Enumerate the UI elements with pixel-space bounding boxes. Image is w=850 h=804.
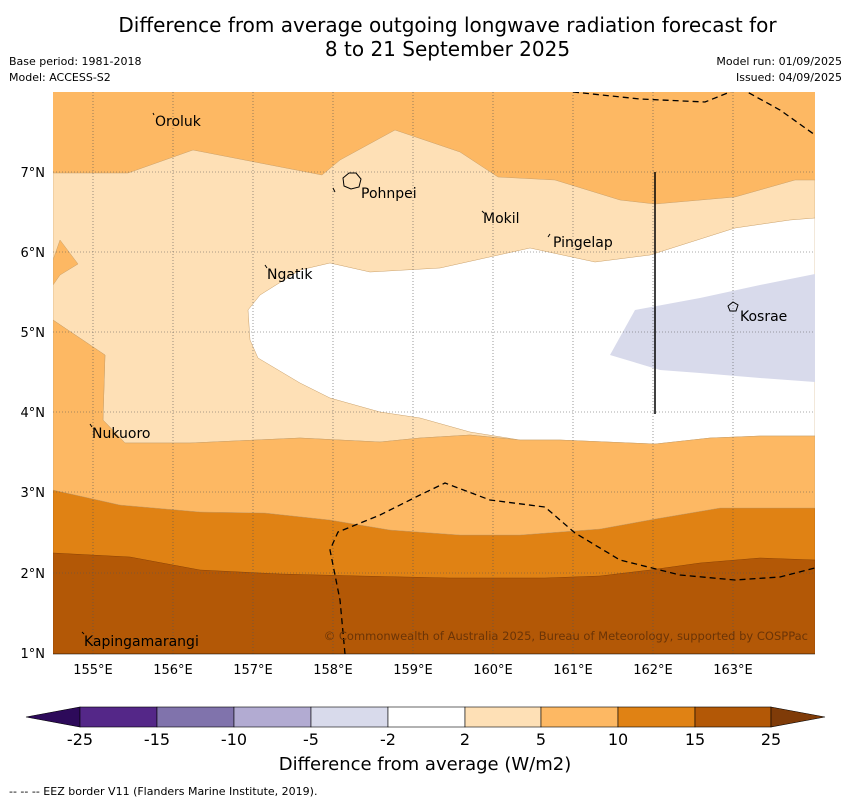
lat-tick: 5°N — [21, 326, 46, 341]
colorbar-segment — [617, 706, 696, 728]
colorbar-segment — [694, 706, 772, 728]
eez-footnote: -- -- -- EEZ border V11 (Flanders Marine… — [9, 785, 318, 798]
lon-tick: 163°E — [713, 663, 753, 678]
colorbar-label: 2 — [460, 730, 470, 749]
lat-tick: 6°N — [21, 246, 46, 261]
lon-tick: 157°E — [233, 663, 273, 678]
base-period: Base period: 1981-2018 — [9, 55, 142, 68]
model-run: Model run: 01/09/2025 — [716, 55, 842, 68]
pohnpei-islet — [332, 187, 336, 193]
place-label: Kosrae — [740, 309, 787, 325]
lon-labels: 155°E 156°E 157°E 158°E 159°E 160°E 161°… — [73, 663, 753, 678]
lat-tick: 2°N — [21, 567, 46, 582]
band-15-25 — [53, 552, 815, 654]
model-name: Model: ACCESS-S2 — [9, 71, 111, 84]
colorbar-label: 10 — [608, 730, 628, 749]
band-5-10-south — [53, 319, 815, 536]
band-minus5-minus2 — [610, 274, 815, 382]
place-label: Nukuoro — [92, 426, 150, 442]
lat-tick: 4°N — [21, 406, 46, 421]
meta-right: Model run: 01/09/2025 Issued: 04/09/2025 — [716, 54, 842, 86]
lat-tick: 3°N — [21, 486, 46, 501]
map-title: Difference from average outgoing longwav… — [118, 13, 777, 61]
colorbar — [25, 706, 826, 728]
colorbar-label: 5 — [536, 730, 546, 749]
colorbar-extend-low — [25, 706, 81, 728]
colorbar-labels: -25 -15 -10 -5 -2 2 5 10 15 25 — [67, 730, 781, 749]
colorbar-label: -2 — [380, 730, 396, 749]
lon-tick: 161°E — [553, 663, 593, 678]
colorbar-label: -25 — [67, 730, 93, 749]
colorbar-segment — [156, 706, 235, 728]
map-area: Oroluk Pohnpei Mokil Pingelap Ngatik Kos… — [53, 92, 815, 654]
colorbar-segment — [233, 706, 312, 728]
colorbar-label: -10 — [221, 730, 247, 749]
lat-tick: 1°N — [21, 647, 46, 662]
lat-tick: 7°N — [21, 166, 46, 181]
pohnpei-island — [342, 172, 362, 190]
colorbar-title: Difference from average (W/m2) — [278, 754, 572, 775]
kosrae-island — [727, 301, 739, 312]
copyright-text: © Commonwealth of Australia 2025, Bureau… — [324, 629, 808, 643]
eez-border — [329, 92, 815, 654]
graticule — [53, 92, 815, 654]
lon-tick: 156°E — [153, 663, 193, 678]
colorbar-extend-high — [770, 706, 826, 728]
place-label: Oroluk — [155, 114, 202, 130]
lon-tick: 158°E — [313, 663, 353, 678]
colorbar-label: 15 — [685, 730, 705, 749]
place-label: Mokil — [483, 211, 520, 227]
colorbar-label: -5 — [303, 730, 319, 749]
place-label: Pohnpei — [361, 186, 417, 202]
place-label: Ngatik — [267, 267, 313, 283]
atoll-marks — [81, 112, 551, 635]
lon-tick: 159°E — [393, 663, 433, 678]
patch-5-10-left — [53, 239, 79, 286]
lon-tick: 155°E — [73, 663, 113, 678]
colorbar-label: -15 — [144, 730, 170, 749]
colorbar-segment — [540, 706, 619, 728]
issued-date: Issued: 04/09/2025 — [735, 71, 842, 84]
lon-tick: 162°E — [633, 663, 673, 678]
colorbar-label: 25 — [761, 730, 781, 749]
place-label: Kapingamarangi — [84, 634, 199, 650]
colorbar-segment — [464, 706, 542, 728]
colorbar-segment — [310, 706, 389, 728]
colorbar-segment — [387, 706, 466, 728]
place-label: Pingelap — [553, 235, 613, 251]
meta-left: Base period: 1981-2018 Model: ACCESS-S2 — [9, 54, 141, 86]
lon-tick: 160°E — [473, 663, 513, 678]
lat-labels: 7°N 6°N 5°N 4°N 3°N 2°N 1°N — [21, 166, 46, 662]
colorbar-segment — [79, 706, 158, 728]
